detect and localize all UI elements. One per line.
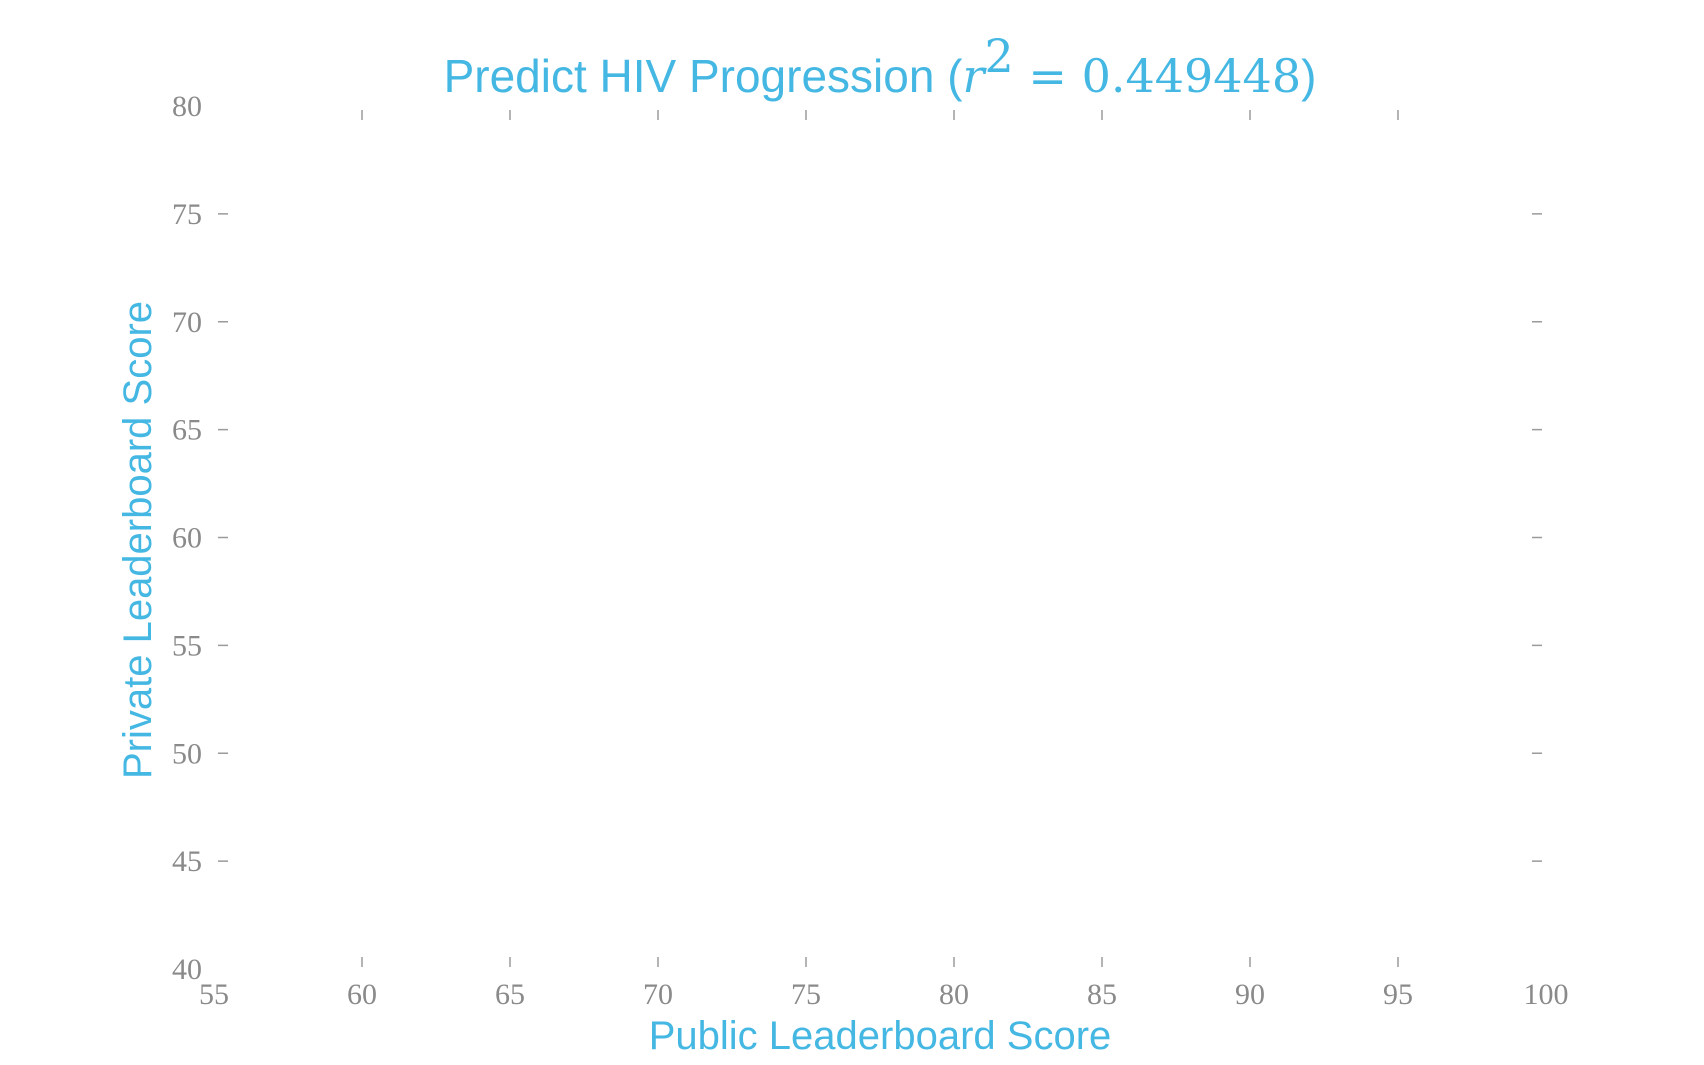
x-tick-label-95: 95 <box>1383 978 1413 1011</box>
x-axis-label: Public Leaderboard Score <box>649 1014 1112 1058</box>
y-tick-label-70: 70 <box>172 306 202 339</box>
x-tick-label-70: 70 <box>643 978 673 1011</box>
x-tick-label-75: 75 <box>791 978 821 1011</box>
x-tick-label-65: 65 <box>495 978 525 1011</box>
chart-title-math-rest: = 0.449448 <box>1014 49 1301 103</box>
y-tick-label-75: 75 <box>172 198 202 231</box>
x-tick-label-100: 100 <box>1524 978 1569 1011</box>
x-tick-label-90: 90 <box>1235 978 1265 1011</box>
x-tick-label-80: 80 <box>939 978 969 1011</box>
chart-title-suffix: ) <box>1301 50 1316 102</box>
y-tick-label-40: 40 <box>172 953 202 986</box>
chart-title: Predict HIV Progression (r2 = 0.449448) <box>444 29 1317 103</box>
x-axis-ticks: 55 60 65 70 75 80 85 90 95 100 <box>199 110 1569 1011</box>
x-tick-label-55: 55 <box>199 978 229 1011</box>
y-tick-label-50: 50 <box>172 737 202 770</box>
chart-title-prefix: Predict HIV Progression ( <box>444 50 964 102</box>
x-tick-label-60: 60 <box>347 978 377 1011</box>
chart-title-math-exp: 2 <box>985 29 1014 83</box>
y-tick-label-60: 60 <box>172 522 202 555</box>
y-axis-ticks: 40 45 50 55 60 65 70 75 80 <box>172 90 1542 986</box>
y-tick-label-65: 65 <box>172 414 202 447</box>
y-axis-label: Private Leaderboard Score <box>116 301 160 779</box>
x-tick-label-85: 85 <box>1087 978 1117 1011</box>
chart-title-math-var: r <box>963 49 988 103</box>
y-tick-label-80: 80 <box>172 90 202 123</box>
y-tick-label-45: 45 <box>172 845 202 878</box>
y-tick-label-55: 55 <box>172 629 202 662</box>
